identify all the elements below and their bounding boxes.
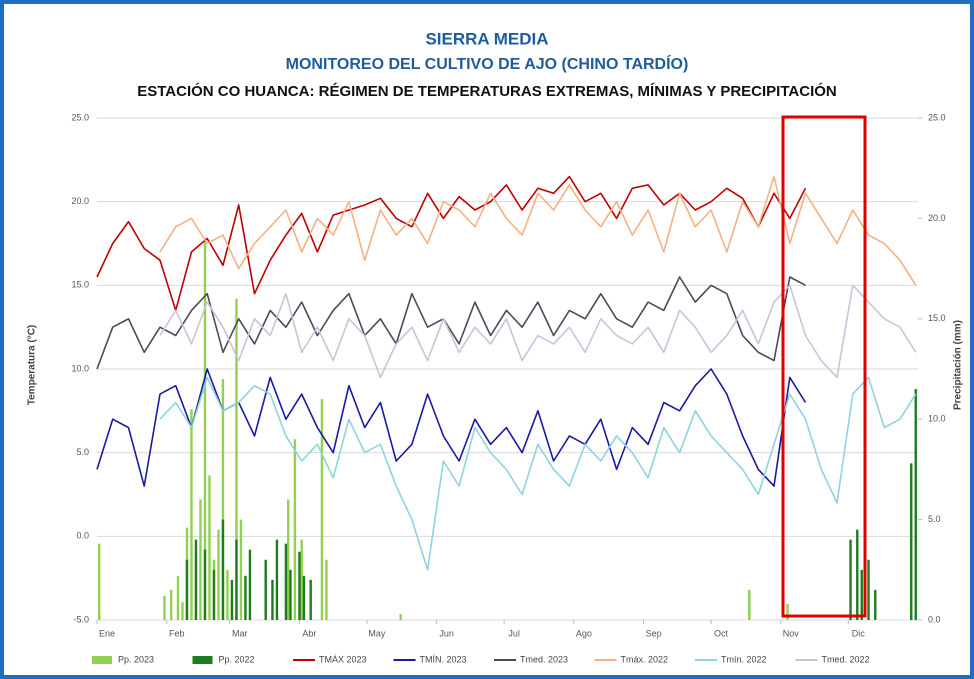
bar (264, 559, 267, 620)
bar (284, 543, 288, 620)
bar (302, 575, 306, 620)
y-tick-label: 0.0 (76, 531, 89, 541)
bar (163, 595, 166, 620)
bar (289, 569, 292, 620)
x-tick-label: Sep (646, 628, 662, 638)
line-series (159, 376, 917, 571)
line-series (96, 276, 806, 370)
y-tick-label: 5.0 (76, 447, 89, 457)
x-tick-label: Feb (169, 628, 185, 638)
bar (399, 613, 402, 620)
y2-axis-title: Precipitación (mm) (953, 320, 964, 410)
bar (320, 399, 324, 620)
bar (190, 409, 193, 620)
legend-label: Tmed. 2023 (520, 654, 568, 664)
x-tick-label: Jun (439, 628, 454, 638)
bar (849, 539, 852, 620)
legend-swatch (192, 656, 213, 664)
bar (235, 298, 238, 620)
chart-subtitle: MONITOREO DEL CULTIVO DE AJO (CHINO TARD… (286, 54, 689, 73)
bar (170, 589, 173, 620)
bar (856, 529, 859, 620)
bar (208, 475, 211, 620)
highlight-box (781, 115, 867, 618)
bar (239, 519, 243, 620)
bar (867, 559, 870, 620)
bar (185, 559, 189, 620)
legend-label: Pp. 2023 (118, 654, 154, 664)
bar (221, 519, 225, 620)
bar (203, 549, 207, 620)
x-tick-label: Mar (232, 628, 248, 638)
bar (248, 549, 252, 620)
x-tick-label: Jul (508, 628, 520, 638)
bar (275, 539, 279, 620)
bar (910, 463, 913, 620)
x-tick-label: Ene (99, 628, 115, 638)
bar (212, 569, 216, 620)
line-series (159, 284, 917, 379)
bar (300, 539, 303, 620)
bar (235, 539, 238, 620)
bar (203, 240, 207, 620)
y-axis-title: Temperatura (°C) (27, 325, 38, 406)
legend-swatch (92, 656, 112, 664)
legend-label: Tmed. 2022 (822, 654, 870, 664)
legend-label: TMÁX 2023 (319, 654, 367, 664)
x-tick-label: Nov (783, 628, 800, 638)
bar (914, 389, 917, 620)
y2-tick-label: 20.0 (928, 213, 946, 223)
legend-label: Tmín. 2022 (721, 654, 767, 664)
x-tick-label: Dic (852, 628, 865, 638)
y2-tick-label: 5.0 (928, 514, 941, 524)
x-tick-label: May (368, 628, 386, 638)
bar (199, 499, 202, 620)
bar (194, 539, 198, 620)
bar (874, 589, 877, 620)
bar (325, 559, 328, 620)
y-tick-label: 10.0 (71, 363, 89, 373)
x-tick-label: Ago (576, 628, 592, 638)
y-tick-label: 20.0 (71, 196, 89, 206)
legend-label: Tmáx. 2022 (621, 654, 669, 664)
bar (217, 529, 220, 620)
bar (230, 579, 234, 620)
y-tick-label: 15.0 (71, 280, 89, 290)
chart-title: SIERRA MEDIA (425, 29, 548, 48)
y-tick-label: -5.0 (73, 614, 89, 624)
y-tick-label: 25.0 (71, 112, 89, 122)
bar (748, 589, 751, 620)
y2-tick-label: 15.0 (928, 313, 946, 323)
bar (98, 543, 101, 620)
bar (176, 575, 180, 620)
bar (226, 569, 229, 620)
bar (860, 569, 863, 620)
line-series (96, 175, 807, 312)
bar (181, 601, 184, 620)
bar (221, 379, 225, 620)
y2-tick-label: 25.0 (928, 112, 946, 122)
bar (293, 439, 297, 620)
y2-tick-label: 0.0 (928, 614, 941, 624)
bar (244, 575, 247, 620)
bar (271, 579, 274, 620)
x-tick-label: Oct (714, 628, 729, 638)
bar (298, 551, 301, 620)
bar (786, 603, 789, 620)
line-series (96, 368, 807, 487)
bar (286, 499, 290, 620)
legend-label: Pp. 2022 (219, 654, 255, 664)
legend-label: TMÍN. 2023 (420, 654, 467, 664)
y2-tick-label: 10.0 (928, 414, 946, 424)
chart-subtitle: ESTACIÓN CO HUANCA: RÉGIMEN DE TEMPERATU… (137, 82, 837, 100)
line-series (159, 175, 917, 286)
x-tick-label: Abr (302, 628, 316, 638)
bar (309, 579, 312, 620)
